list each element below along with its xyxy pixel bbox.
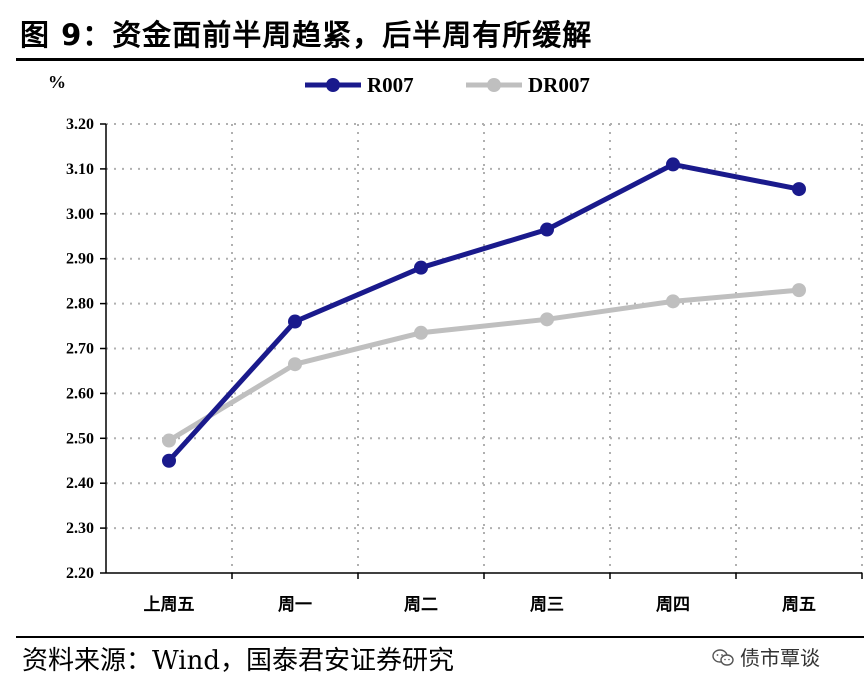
x-category-label: 周三 — [530, 595, 564, 615]
legend-label-dr007: DR007 — [528, 73, 590, 97]
y-axis-unit-label: % — [48, 72, 66, 92]
y-tick-label: 3.20 — [66, 116, 94, 133]
y-tick-label: 2.20 — [66, 565, 94, 582]
series-line-dr007 — [166, 287, 802, 444]
wechat-icon — [712, 649, 734, 666]
data-point-dr007 — [792, 283, 806, 298]
data-point-dr007 — [162, 433, 176, 448]
legend: R007 DR007 — [305, 73, 590, 97]
data-point-r007 — [540, 222, 554, 237]
x-axis-labels: 上周五 周一 周二 周三 周四 周五 — [144, 595, 817, 615]
data-point-dr007 — [540, 312, 554, 327]
data-point-dr007 — [666, 294, 680, 309]
y-axis-ticks: 3.20 3.10 3.00 2.90 2.80 2.70 2.60 2.50 2.40 2.30… — [66, 116, 106, 582]
data-point-r007 — [792, 182, 806, 197]
y-tick-label: 2.80 — [66, 296, 94, 313]
watermark-text: 债市覃谈 — [740, 646, 820, 670]
data-point-r007 — [666, 157, 680, 172]
y-tick-label: 2.90 — [66, 251, 94, 268]
y-tick-label: 2.70 — [66, 341, 94, 358]
line-chart: % R007 DR007 3.20 3.10 3.00 2.90 2.80 2.70 2.60… — [48, 72, 863, 615]
y-tick-label: 3.00 — [66, 206, 94, 223]
x-category-label: 周一 — [278, 595, 312, 615]
x-category-label: 周二 — [404, 595, 438, 615]
axes — [105, 124, 863, 579]
x-category-label: 周四 — [656, 595, 690, 615]
x-category-label: 周五 — [782, 595, 816, 615]
legend-marker-r007 — [326, 78, 340, 92]
data-point-r007 — [414, 260, 428, 275]
x-category-label: 上周五 — [144, 595, 195, 615]
top-rule — [16, 58, 864, 61]
y-tick-label: 2.50 — [66, 430, 94, 447]
watermark: 债市覃谈 — [712, 642, 820, 671]
title-bar: 图 9：资金面前半周趋紧，后半周有所缓解 — [0, 0, 864, 56]
y-tick-label: 3.10 — [66, 161, 94, 178]
legend-marker-dr007 — [487, 78, 501, 92]
data-point-dr007 — [414, 325, 428, 340]
data-point-r007 — [162, 453, 176, 468]
data-point-dr007 — [288, 357, 302, 372]
legend-label-r007: R007 — [367, 73, 414, 97]
grid — [106, 123, 863, 573]
y-tick-label: 2.40 — [66, 475, 94, 492]
series-line-r007 — [166, 161, 802, 464]
chart-title: 图 9：资金面前半周趋紧，后半周有所缓解 — [20, 18, 593, 52]
series-layer — [162, 157, 806, 468]
bottom-rule — [16, 636, 864, 638]
data-point-r007 — [288, 314, 302, 329]
y-tick-label: 2.30 — [66, 520, 94, 537]
source-note: 资料来源：Wind，国泰君安证券研究 — [22, 646, 454, 676]
y-tick-label: 2.60 — [66, 385, 94, 402]
